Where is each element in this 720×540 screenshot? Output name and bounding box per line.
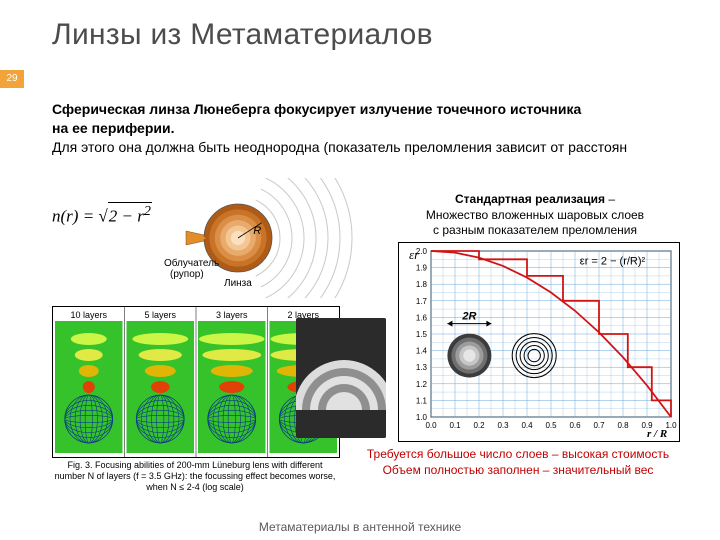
svg-text:εr: εr bbox=[409, 247, 420, 262]
intro-line1: Сферическая линза Люнеберга фокусирует и… bbox=[52, 101, 581, 117]
shell-photo bbox=[296, 318, 386, 438]
drawbacks-text: Требуется большое число слоев – высокая … bbox=[338, 446, 698, 478]
luneburg-lens-diagram: R Облучатель(рупор) Линза bbox=[160, 178, 370, 298]
svg-text:1.5: 1.5 bbox=[416, 330, 428, 339]
svg-text:1.7: 1.7 bbox=[416, 297, 428, 306]
svg-text:1.1: 1.1 bbox=[416, 396, 428, 405]
intro-line3: Для этого она должна быть неоднородна (п… bbox=[52, 139, 627, 155]
svg-text:5 layers: 5 layers bbox=[144, 310, 176, 320]
formula-sup: 2 bbox=[144, 203, 151, 219]
svg-text:R: R bbox=[253, 225, 261, 237]
svg-text:1.4: 1.4 bbox=[416, 347, 428, 356]
standard-realization-text: Стандартная реализация – Множество вложе… bbox=[385, 192, 685, 239]
layers-caption: Fig. 3. Focusing abilities of 200-mm Lün… bbox=[54, 460, 336, 492]
svg-text:0.5: 0.5 bbox=[545, 421, 557, 430]
svg-text:0.8: 0.8 bbox=[617, 421, 629, 430]
svg-text:1.0: 1.0 bbox=[416, 413, 428, 422]
svg-text:1.3: 1.3 bbox=[416, 363, 428, 372]
intro-line2: на ее периферии. bbox=[52, 120, 175, 136]
intro-text: Сферическая линза Люнеберга фокусирует и… bbox=[52, 100, 672, 157]
formula-lhs: n(r) = bbox=[52, 207, 98, 226]
svg-text:0.2: 0.2 bbox=[473, 421, 485, 430]
svg-text:(рупор): (рупор) bbox=[170, 269, 204, 280]
svg-text:0.3: 0.3 bbox=[497, 421, 509, 430]
svg-text:r / R: r / R bbox=[647, 428, 667, 440]
slide-footer: Метаматериалы в антенной технике bbox=[0, 520, 720, 534]
svg-text:εr = 2 − (r/R)²: εr = 2 − (r/R)² bbox=[580, 255, 646, 267]
svg-text:0.0: 0.0 bbox=[425, 421, 437, 430]
cons-line1: Требуется большое число слоев – высокая … bbox=[367, 447, 669, 461]
std-dash: – bbox=[605, 192, 615, 206]
svg-text:2R: 2R bbox=[461, 311, 476, 323]
svg-text:0.6: 0.6 bbox=[569, 421, 581, 430]
svg-text:1.0: 1.0 bbox=[665, 421, 677, 430]
slide-title: Линзы из Метаматериалов bbox=[52, 18, 433, 52]
svg-text:1.6: 1.6 bbox=[416, 313, 428, 322]
svg-text:1.9: 1.9 bbox=[416, 264, 428, 273]
formula-radicand: 2 − r bbox=[109, 207, 144, 226]
permittivity-chart: 0.00.10.20.30.40.50.60.70.80.91.01.01.11… bbox=[398, 242, 680, 442]
svg-text:0.7: 0.7 bbox=[593, 421, 605, 430]
svg-text:0.4: 0.4 bbox=[521, 421, 533, 430]
std-bold: Стандартная реализация bbox=[455, 192, 605, 206]
cons-line2: Объем полностью заполнен – значительный … bbox=[383, 463, 654, 477]
page-number-badge: 29 bbox=[0, 70, 24, 88]
svg-text:0.1: 0.1 bbox=[449, 421, 461, 430]
svg-text:Облучатель: Облучатель bbox=[164, 257, 219, 269]
svg-text:3 layers: 3 layers bbox=[216, 310, 248, 320]
std-line1: Множество вложенных шаровых слоев bbox=[426, 208, 644, 222]
svg-text:10 layers: 10 layers bbox=[70, 310, 107, 320]
svg-text:1.8: 1.8 bbox=[416, 280, 428, 289]
std-line2: с разным показателем преломления bbox=[433, 223, 637, 237]
svg-text:Линза: Линза bbox=[224, 278, 252, 289]
refractive-index-formula: n(r) = √2 − r2 bbox=[52, 202, 152, 227]
svg-text:1.2: 1.2 bbox=[416, 380, 428, 389]
